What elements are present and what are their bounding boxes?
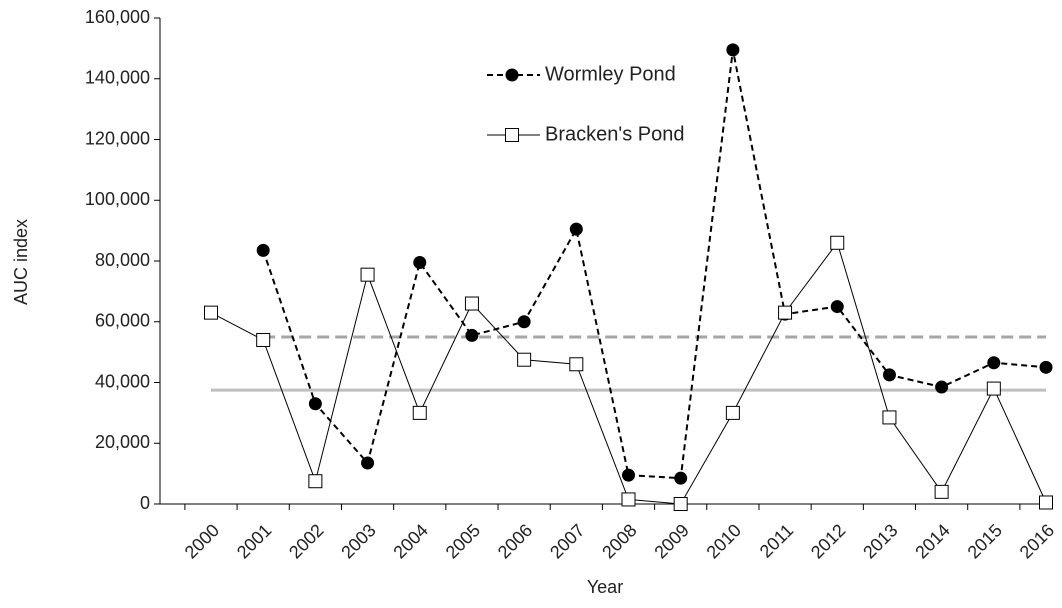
x-tick-label: 2014 xyxy=(911,520,953,562)
legend-marker xyxy=(505,128,519,142)
x-tick-label: 2000 xyxy=(181,520,223,562)
y-tick-label: 80,000 xyxy=(95,250,150,270)
data-point xyxy=(987,356,1001,370)
data-point xyxy=(1039,495,1053,510)
data-point xyxy=(464,296,479,311)
series-line xyxy=(210,241,1047,505)
legend-marker xyxy=(505,68,519,82)
data-point xyxy=(830,300,844,314)
x-tick-label: 2004 xyxy=(389,520,431,562)
data-point xyxy=(517,315,531,329)
x-tick-label: 2005 xyxy=(442,520,484,562)
data-point xyxy=(986,381,1001,396)
x-tick-label: 2015 xyxy=(964,520,1006,562)
data-point xyxy=(360,267,375,282)
y-tick-label: 100,000 xyxy=(85,189,150,209)
x-tick-label: 2009 xyxy=(650,520,692,562)
data-point xyxy=(256,332,271,347)
data-point xyxy=(935,380,949,394)
x-tick-label: 2006 xyxy=(494,520,536,562)
y-tick-label: 0 xyxy=(140,493,150,513)
data-point xyxy=(726,43,740,57)
data-point xyxy=(830,235,845,250)
x-tick-label: 2012 xyxy=(807,520,849,562)
x-tick-label: 2002 xyxy=(285,520,327,562)
x-tick-label: 2001 xyxy=(233,520,275,562)
legend-label: Wormley Pond xyxy=(545,63,676,85)
data-point xyxy=(412,405,427,420)
y-tick-label: 160,000 xyxy=(85,7,150,27)
data-point xyxy=(413,256,427,270)
x-tick-label: 2010 xyxy=(703,520,745,562)
x-axis-title: Year xyxy=(587,577,623,597)
legend-label: Bracken's Pond xyxy=(545,123,684,145)
x-tick-label: 2007 xyxy=(546,520,588,562)
data-point xyxy=(622,468,635,482)
x-tick-label: 2011 xyxy=(756,520,798,562)
data-point xyxy=(465,328,479,342)
data-point xyxy=(308,397,322,411)
data-point xyxy=(256,243,270,257)
data-point xyxy=(674,471,688,485)
data-point xyxy=(673,497,688,511)
y-tick-label: 140,000 xyxy=(85,68,150,88)
series-line xyxy=(262,49,1047,480)
y-tick-label: 60,000 xyxy=(95,311,150,331)
y-tick-label: 40,000 xyxy=(95,371,150,391)
data-point xyxy=(308,474,323,489)
data-point xyxy=(934,484,949,499)
x-tick-label: 2008 xyxy=(598,520,640,562)
y-tick-label: 120,000 xyxy=(85,128,150,148)
data-point xyxy=(569,357,584,372)
x-tick-label: 2016 xyxy=(1016,520,1058,562)
y-tick-label: 20,000 xyxy=(95,432,150,452)
data-point xyxy=(621,492,636,507)
data-point xyxy=(778,305,793,320)
data-point xyxy=(204,305,218,320)
x-tick-label: 2013 xyxy=(859,520,901,562)
data-point xyxy=(517,352,532,367)
data-point xyxy=(882,368,896,382)
data-point xyxy=(569,222,583,236)
data-point xyxy=(361,456,375,470)
data-point xyxy=(882,410,897,425)
data-point xyxy=(1039,360,1053,374)
y-axis-title: AUC index xyxy=(11,219,31,305)
x-tick-label: 2003 xyxy=(337,520,379,562)
data-point xyxy=(725,405,740,420)
